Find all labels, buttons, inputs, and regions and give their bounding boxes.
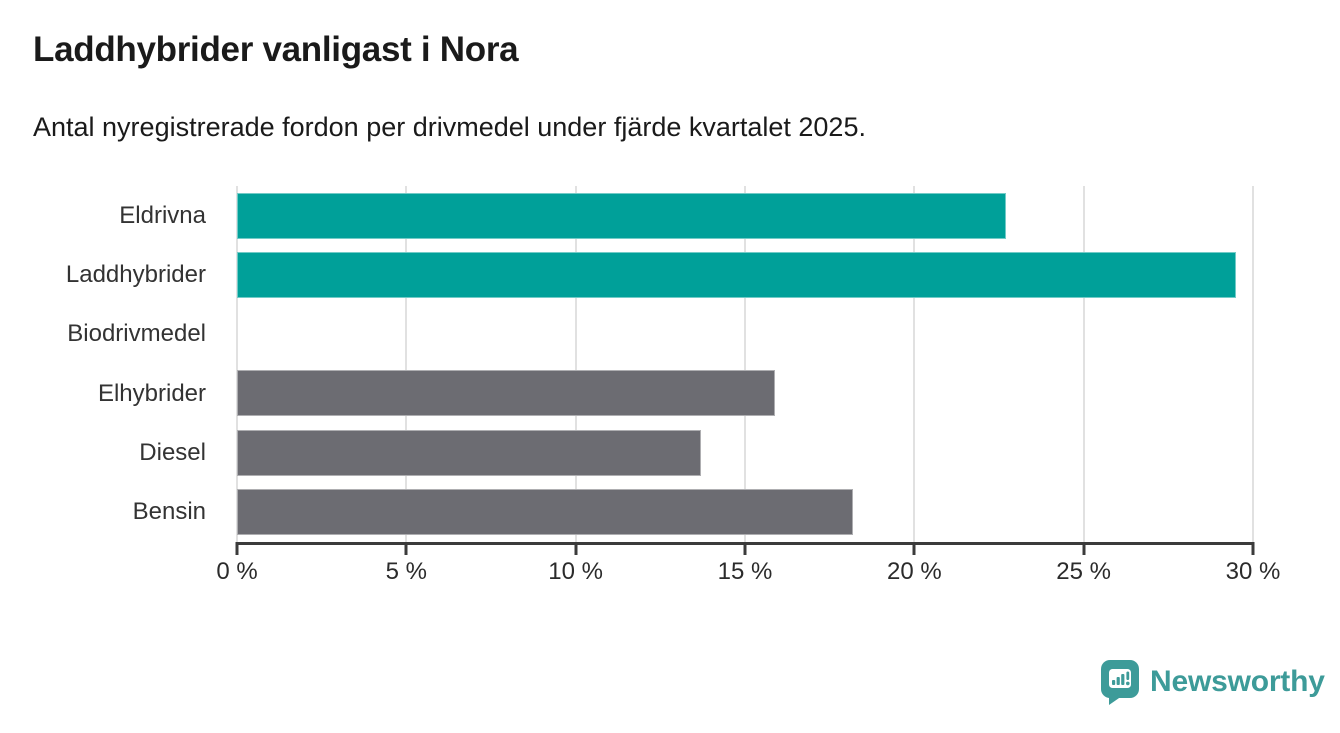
category-label-biodrivmedel: Biodrivmedel bbox=[67, 320, 206, 348]
chart-title: Laddhybrider vanligast i Nora bbox=[33, 30, 519, 69]
bar-row-diesel bbox=[237, 423, 1253, 482]
bar-row-laddhybrider bbox=[237, 245, 1253, 304]
x-tick-30 bbox=[1251, 542, 1255, 555]
category-label-diesel: Diesel bbox=[139, 438, 206, 466]
brand-name: Newsworthy bbox=[1150, 665, 1325, 698]
bar-row-elhybrider bbox=[237, 364, 1253, 423]
chart-subtitle: Antal nyregistrerade fordon per drivmede… bbox=[33, 112, 866, 142]
bar-diesel bbox=[237, 429, 701, 476]
x-tick-label-0: 0 % bbox=[216, 558, 258, 585]
gridline-20 bbox=[913, 186, 916, 542]
brand-footer: Newsworthy bbox=[1101, 658, 1325, 706]
bar-bensin bbox=[237, 489, 854, 536]
x-tick-label-5: 5 % bbox=[385, 558, 428, 585]
gridline-25 bbox=[1082, 186, 1085, 542]
x-tick-label-10: 10 % bbox=[548, 558, 604, 585]
gridline-0 bbox=[236, 186, 238, 542]
category-labels: Eldrivna Laddhybrider Biodrivmedel Elhybrid… bbox=[0, 186, 222, 542]
plot-area bbox=[236, 186, 1254, 542]
category-label-elhybrider: Elhybrider bbox=[97, 379, 206, 407]
x-tick-0 bbox=[235, 542, 239, 555]
gridline-30 bbox=[1252, 186, 1254, 542]
bar-row-bensin bbox=[237, 483, 1253, 542]
x-tick-25 bbox=[1082, 542, 1086, 555]
gridline-5 bbox=[405, 186, 408, 542]
x-tick-20 bbox=[912, 542, 916, 555]
bar-laddhybrider bbox=[237, 251, 1237, 298]
category-label-eldrivna: Eldrivna bbox=[119, 201, 206, 229]
category-label-laddhybrider: Laddhybrider bbox=[65, 260, 206, 288]
bar-row-biodrivmedel bbox=[237, 305, 1253, 364]
x-tick-15 bbox=[743, 542, 747, 555]
x-tick-label-20: 20 % bbox=[886, 558, 942, 585]
x-tick-label-15: 15 % bbox=[717, 558, 773, 585]
bar-elhybrider bbox=[237, 370, 776, 417]
gridline-15 bbox=[744, 186, 746, 542]
newsworthy-logo-icon bbox=[1101, 659, 1139, 705]
x-tick-label-30: 30 % bbox=[1225, 558, 1281, 585]
bar-row-eldrivna bbox=[237, 186, 1253, 245]
x-tick-label-25: 25 % bbox=[1056, 558, 1112, 585]
category-label-bensin: Bensin bbox=[132, 498, 206, 526]
x-tick-10 bbox=[574, 542, 578, 555]
x-axis: 0 % 5 % 10 % 15 % 20 % 25 % 30 % bbox=[216, 542, 1280, 592]
gridline-10 bbox=[574, 186, 577, 542]
x-tick-5 bbox=[404, 542, 408, 555]
bar-eldrivna bbox=[237, 192, 1006, 239]
